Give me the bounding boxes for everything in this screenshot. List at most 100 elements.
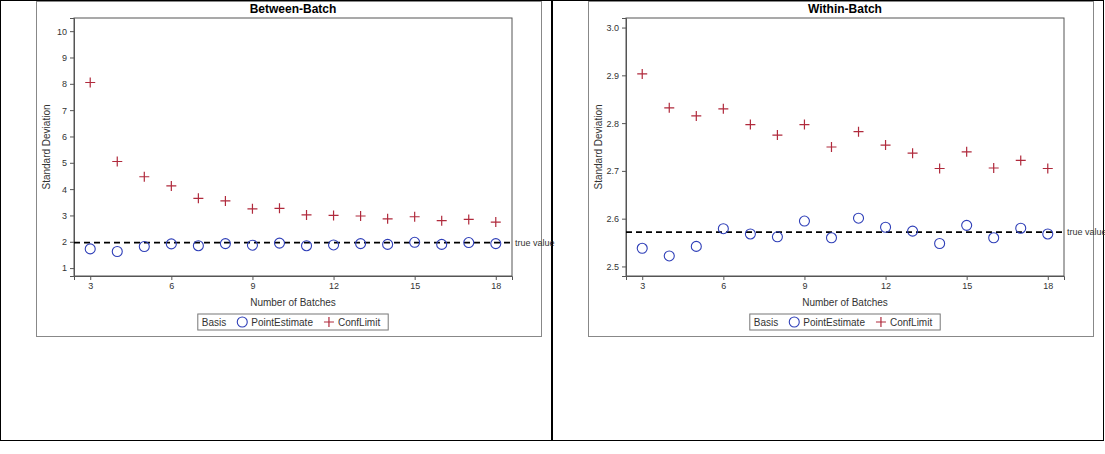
point-marker bbox=[691, 241, 701, 251]
data-point bbox=[962, 147, 972, 157]
data-point bbox=[854, 127, 864, 137]
data-point bbox=[908, 226, 918, 236]
plot-frame bbox=[626, 18, 1064, 276]
chart-panel: Between-Batch36912151812345678910Number … bbox=[1, 1, 555, 441]
data-point bbox=[799, 120, 809, 130]
point-marker bbox=[989, 233, 999, 243]
data-point bbox=[772, 130, 782, 140]
figure: Between-Batch36912151812345678910Number … bbox=[0, 0, 1105, 454]
y-tick-label: 8 bbox=[62, 79, 67, 89]
y-tick-mark bbox=[622, 219, 626, 220]
data-point bbox=[908, 148, 918, 158]
x-axis-title: Number of Batches bbox=[802, 297, 888, 308]
point-marker bbox=[464, 214, 474, 224]
point-marker bbox=[1043, 164, 1053, 174]
point-marker bbox=[383, 214, 393, 224]
point-marker bbox=[826, 233, 836, 243]
data-point bbox=[718, 224, 728, 234]
point-marker bbox=[220, 239, 230, 249]
plot-area bbox=[74, 78, 512, 257]
y-tick-mark bbox=[622, 123, 626, 124]
y-tick: 3 bbox=[62, 211, 74, 221]
x-tick: 6 bbox=[169, 276, 174, 291]
y-tick-label: 10 bbox=[57, 27, 67, 37]
legend-title: Basis bbox=[202, 317, 226, 328]
panel-border bbox=[1, 1, 552, 441]
data-point bbox=[410, 237, 420, 247]
y-tick-label: 6 bbox=[62, 132, 67, 142]
y-tick-mark bbox=[70, 268, 74, 269]
data-point bbox=[989, 163, 999, 173]
x-tick-label: 12 bbox=[881, 281, 891, 291]
point-marker bbox=[799, 120, 809, 130]
point-marker bbox=[437, 216, 447, 226]
point-marker bbox=[274, 203, 284, 213]
data-point bbox=[989, 233, 999, 243]
legend-symbol bbox=[789, 317, 799, 327]
y-axis: 12345678910 bbox=[57, 19, 75, 277]
x-tick-mark bbox=[642, 276, 643, 280]
x-axis: 369121518 bbox=[627, 276, 1065, 291]
point-marker bbox=[881, 140, 891, 150]
y-tick: 4 bbox=[62, 185, 74, 195]
y-tick-label: 4 bbox=[62, 185, 67, 195]
x-tick-mark bbox=[496, 276, 497, 280]
point-marker bbox=[826, 142, 836, 152]
y-tick: 3.0 bbox=[606, 23, 626, 33]
legend-title: Basis bbox=[754, 317, 778, 328]
x-tick: 18 bbox=[1043, 276, 1053, 291]
data-point bbox=[745, 120, 755, 130]
y-tick-label: 3 bbox=[62, 211, 67, 221]
legend-label: PointEstimate bbox=[803, 317, 865, 328]
data-point bbox=[410, 212, 420, 222]
data-point bbox=[139, 242, 149, 252]
x-tick: 3 bbox=[88, 276, 93, 291]
data-point bbox=[664, 251, 674, 261]
data-point bbox=[691, 111, 701, 121]
data-point bbox=[437, 216, 447, 226]
point-marker bbox=[908, 148, 918, 158]
point-marker bbox=[193, 193, 203, 203]
data-point bbox=[437, 239, 447, 249]
y-tick-mark bbox=[622, 28, 626, 29]
y-tick-mark bbox=[70, 189, 74, 190]
y-tick: 6 bbox=[62, 132, 74, 142]
data-point bbox=[1043, 229, 1053, 239]
data-point bbox=[302, 210, 312, 220]
x-tick-label: 9 bbox=[802, 281, 807, 291]
data-point bbox=[302, 241, 312, 251]
y-tick-mark bbox=[70, 136, 74, 137]
point-marker bbox=[112, 247, 122, 257]
y-tick-label: 5 bbox=[62, 158, 67, 168]
legend-label: PointEstimate bbox=[251, 317, 313, 328]
data-point bbox=[491, 217, 501, 227]
legend-symbol bbox=[324, 317, 334, 327]
point-marker bbox=[854, 213, 864, 223]
x-tick-label: 18 bbox=[1043, 281, 1053, 291]
point-marker bbox=[718, 224, 728, 234]
data-point bbox=[112, 156, 122, 166]
reference-label: true value bbox=[1067, 227, 1105, 237]
legend-symbol bbox=[237, 317, 247, 327]
x-tick-mark bbox=[967, 276, 968, 280]
y-tick: 5 bbox=[62, 158, 74, 168]
data-point bbox=[274, 203, 284, 213]
data-point bbox=[799, 216, 809, 226]
y-tick-mark bbox=[622, 266, 626, 267]
x-tick-label: 3 bbox=[640, 281, 645, 291]
point-marker bbox=[745, 229, 755, 239]
point-marker bbox=[220, 196, 230, 206]
y-tick: 1 bbox=[62, 263, 74, 273]
y-tick: 8 bbox=[62, 79, 74, 89]
point-marker bbox=[410, 212, 420, 222]
x-tick-mark bbox=[804, 276, 805, 280]
data-point bbox=[220, 196, 230, 206]
y-tick: 2.9 bbox=[606, 71, 626, 81]
y-tick-mark bbox=[622, 75, 626, 76]
point-marker bbox=[302, 210, 312, 220]
x-tick: 12 bbox=[881, 276, 891, 291]
data-point bbox=[1016, 223, 1026, 233]
y-tick: 9 bbox=[62, 53, 74, 63]
data-point bbox=[691, 241, 701, 251]
data-point bbox=[881, 222, 891, 232]
